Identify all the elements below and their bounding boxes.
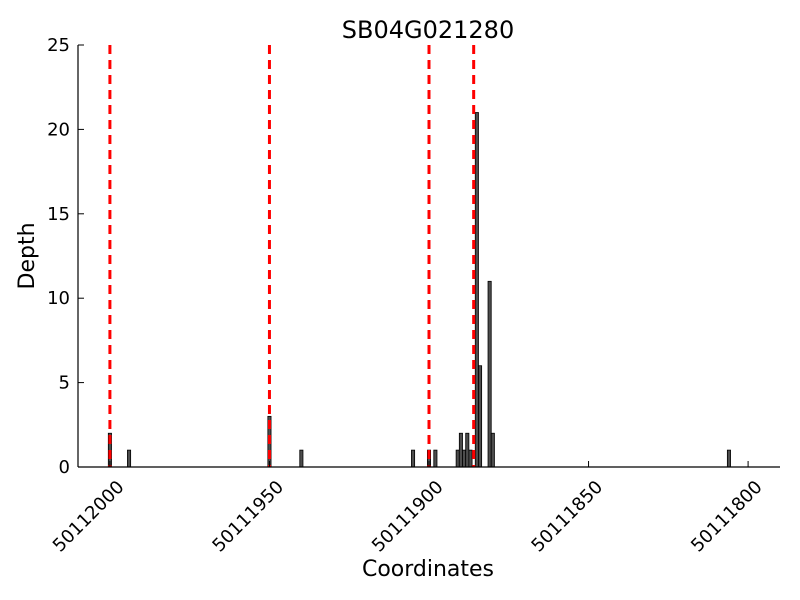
ticks-group: 0 5 10 15 20 25 50112000 50111950 50111900 501118… — [47, 35, 767, 556]
y-tick-label-1: 5 — [59, 373, 70, 394]
bar-3 — [299, 449, 304, 468]
chart-title: SB04G021280 — [342, 16, 514, 44]
bar-9 — [462, 449, 467, 468]
x-axis-label: Coordinates — [362, 557, 494, 582]
y-tick-label-4: 20 — [47, 119, 70, 140]
bar-7 — [455, 449, 460, 468]
bars-group — [107, 112, 731, 468]
bar-13 — [478, 365, 483, 468]
y-tick-label-0: 0 — [59, 457, 70, 478]
bar-8 — [458, 432, 463, 468]
x-tick-label-0: 50112000 — [49, 477, 129, 557]
x-tick-label-4: 50111800 — [687, 477, 767, 557]
bar-10 — [465, 432, 470, 468]
bar-15 — [490, 432, 495, 468]
bar-6 — [433, 449, 438, 468]
bar-12 — [474, 112, 479, 468]
bar-14 — [487, 280, 492, 468]
y-tick-label-5: 25 — [47, 35, 70, 56]
y-tick-label-2: 10 — [47, 288, 70, 309]
bar-4 — [411, 449, 416, 468]
x-tick-label-2: 50111900 — [368, 477, 448, 557]
y-tick-label-3: 15 — [47, 204, 70, 225]
bar-16 — [726, 449, 731, 468]
reference-lines-group — [108, 45, 476, 467]
y-axis-label: Depth — [15, 222, 40, 289]
x-tick-label-1: 50111950 — [208, 477, 288, 557]
bar-11 — [468, 449, 473, 468]
bar-1 — [127, 449, 132, 468]
x-tick-label-3: 50111850 — [527, 477, 607, 557]
